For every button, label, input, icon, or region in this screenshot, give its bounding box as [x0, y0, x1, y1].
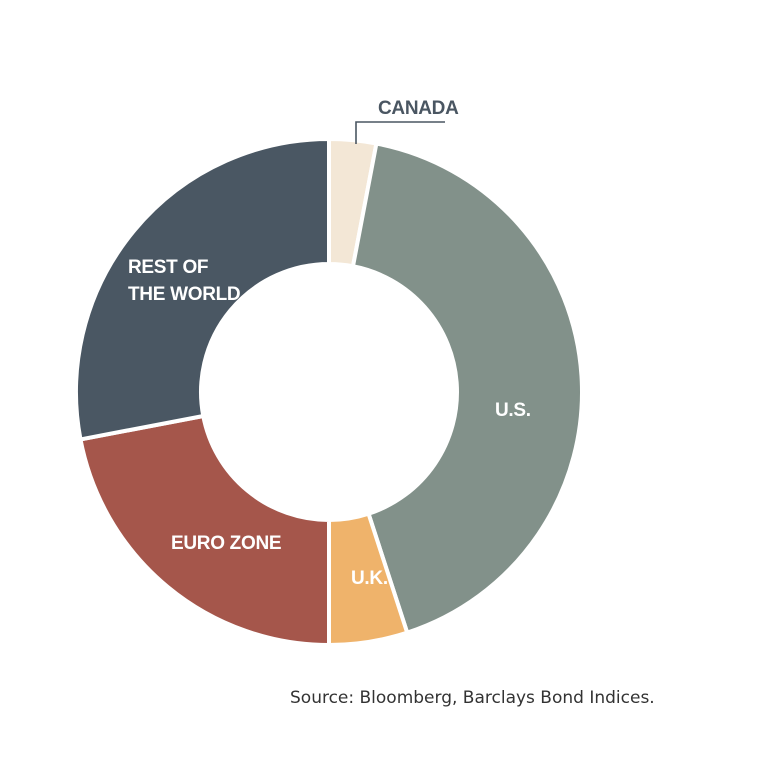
slice-rest-of-the-world — [74, 137, 331, 442]
label-us: U.S. — [495, 400, 531, 421]
label-rest-of-world-line1: REST OF — [128, 257, 208, 278]
label-canada: CANADA — [378, 98, 459, 119]
slice-u-s — [350, 141, 584, 635]
label-euro-zone: EURO ZONE — [171, 533, 281, 554]
slice-euro-zone — [78, 413, 331, 647]
canada-callout-line — [355, 121, 445, 144]
donut-slices — [74, 137, 584, 647]
label-uk: U.K. — [351, 568, 388, 589]
label-rest-of-world-line2: THE WORLD — [128, 284, 240, 305]
source-note: Source: Bloomberg, Barclays Bond Indices… — [290, 688, 655, 708]
